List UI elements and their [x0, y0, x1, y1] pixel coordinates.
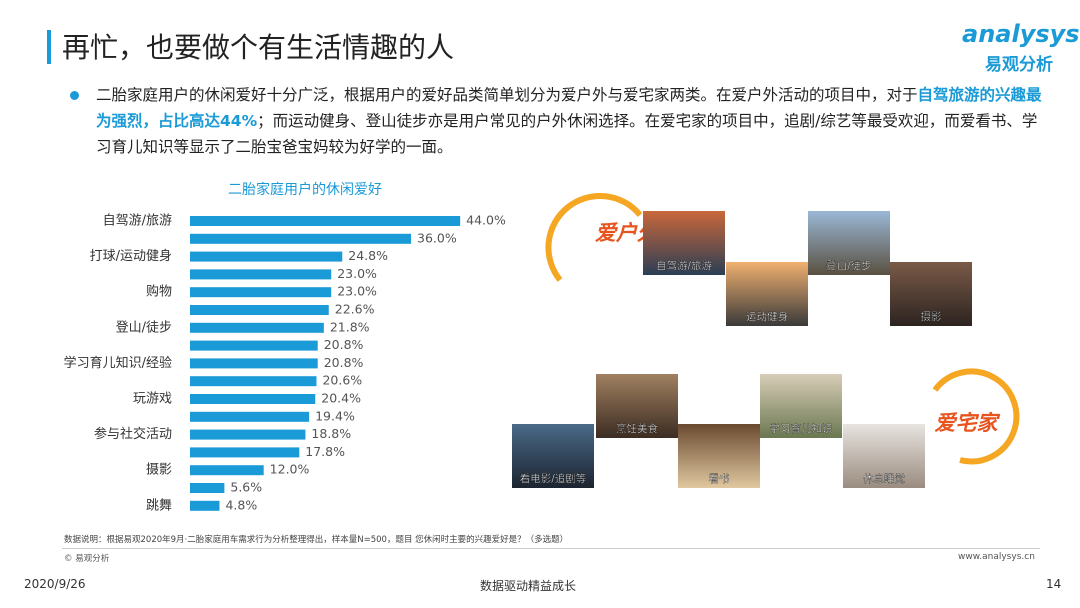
logo-cn: 易观分析	[985, 55, 1053, 75]
bar	[190, 358, 318, 369]
photo	[512, 424, 594, 488]
photo	[760, 374, 842, 438]
y-tick-label: 学习育儿知识/经验	[64, 355, 172, 371]
y-tick-label: 玩游戏	[133, 392, 172, 407]
copyright: © 易观分析	[64, 554, 110, 564]
value-label: 5.6%	[230, 480, 262, 495]
value-label: 22.6%	[335, 302, 375, 317]
photo-caption: 烹饪美食	[616, 422, 658, 435]
decor-arc	[932, 368, 1020, 465]
divider	[62, 548, 1040, 549]
photo	[596, 374, 678, 438]
value-label: 20.6%	[322, 373, 362, 388]
value-label: 36.0%	[417, 230, 457, 245]
data-note: 数据说明：根据易观2020年9月·二胎家庭用车需求行为分析整理得出，样本量N=5…	[64, 535, 569, 545]
chart: 二胎家庭用户的休闲爱好 爱户外 爱宅家 自驾游/旅游运动健身登山/徒步摄影烹饪美…	[64, 181, 1020, 513]
text: 二胎家庭用户的休闲爱好十分广泛，根据用户的爱好品类简单划分为爱户外与爱宅家两类。…	[96, 86, 918, 104]
value-label: 21.8%	[330, 319, 370, 334]
value-label: 18.8%	[311, 426, 351, 441]
bar	[190, 340, 318, 351]
bar	[190, 287, 332, 298]
bar	[190, 251, 343, 262]
photo	[678, 424, 760, 488]
group-label: 爱宅家	[935, 411, 1001, 435]
title-accent	[47, 30, 51, 64]
bar	[190, 269, 332, 280]
photo	[890, 262, 972, 326]
bullet	[70, 91, 79, 100]
bar	[190, 394, 316, 404]
decor-arc	[545, 192, 643, 282]
bar	[190, 376, 317, 387]
photo	[843, 424, 925, 488]
bar	[190, 233, 412, 244]
date: 2020/9/26	[24, 577, 86, 591]
y-tick-label: 购物	[146, 284, 172, 300]
bar	[190, 500, 220, 511]
bar	[190, 483, 225, 493]
highlight: 自驾旅游的兴趣最为强烈，占比高达44%	[96, 86, 1042, 130]
slogan: 数据驱动精益成长	[480, 579, 577, 593]
photo-caption: 登山/徒步	[826, 259, 872, 272]
chart-title: 二胎家庭用户的休闲爱好	[228, 181, 382, 198]
photo-caption: 学习育儿知识	[770, 422, 833, 435]
summary: 二胎家庭用户的休闲爱好十分广泛，根据用户的爱好品类简单划分为爱户外与爱宅家两类。…	[96, 82, 1046, 160]
text: ；而运动健身、登山徒步亦是用户常见的户外休闲选择。在爱宅家的项目中，追剧/综艺等…	[96, 112, 1038, 156]
bar	[190, 465, 264, 476]
photo	[808, 211, 890, 275]
value-label: 4.8%	[225, 497, 257, 512]
value-label: 20.4%	[321, 391, 361, 406]
photo-caption: 看电影/追剧等	[520, 472, 587, 485]
y-tick-label: 参与社交活动	[94, 426, 172, 442]
y-tick-label: 跳舞	[146, 498, 172, 513]
bar	[190, 305, 329, 315]
website: www.analysys.cn	[958, 552, 1035, 562]
photo-caption: 自驾游/旅游	[656, 259, 713, 272]
photo	[726, 262, 808, 326]
photo-caption: 运动健身	[746, 310, 788, 323]
photo-caption: 摄影	[921, 310, 942, 323]
bar	[190, 411, 310, 422]
value-label: 20.8%	[324, 337, 364, 352]
photo-caption: 休息睡觉	[863, 472, 905, 485]
logo: analysys	[962, 20, 1080, 48]
y-tick-label: 打球/运动健身	[90, 248, 172, 264]
photo	[643, 211, 725, 275]
photo-caption: 看书	[709, 472, 730, 485]
bar	[190, 216, 461, 226]
value-label: 24.8%	[348, 248, 388, 263]
page-number: 14	[1046, 577, 1062, 591]
value-label: 12.0%	[270, 462, 310, 477]
y-tick-label: 登山/徒步	[116, 320, 172, 335]
value-label: 17.8%	[305, 444, 345, 459]
bar	[190, 429, 306, 440]
value-label: 20.8%	[324, 355, 364, 370]
value-label: 23.0%	[337, 266, 377, 281]
value-label: 23.0%	[337, 284, 377, 299]
y-tick-label: 自驾游/旅游	[103, 214, 172, 229]
y-tick-label: 摄影	[146, 463, 172, 478]
value-label: 44.0%	[466, 213, 506, 228]
value-label: 19.4%	[315, 408, 355, 423]
bar	[190, 447, 300, 458]
slide-title: 再忙，也要做个有生活情趣的人	[62, 31, 455, 64]
bar	[190, 322, 324, 333]
